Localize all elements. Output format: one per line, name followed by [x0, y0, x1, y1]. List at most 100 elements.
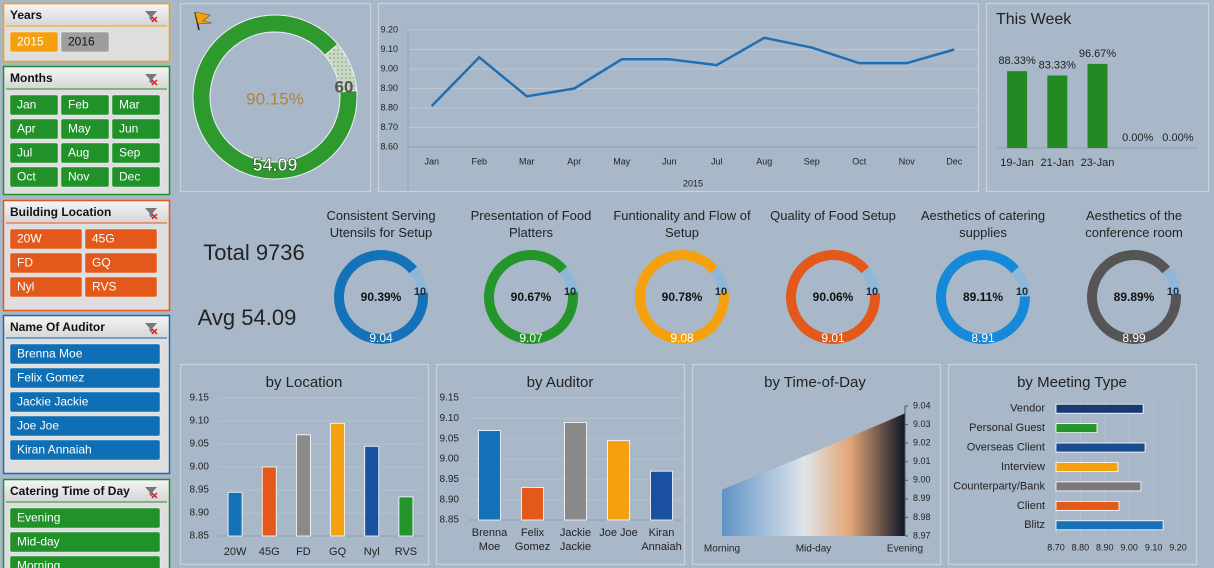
- x-tick-label: Joe Joe: [599, 527, 638, 539]
- slicer-item: Nov: [68, 170, 89, 184]
- data-label: 96.67%: [1079, 48, 1117, 60]
- y-tick-label: 8.95: [190, 485, 210, 496]
- donut-title-box: Funtionality and Flow of Setup: [613, 208, 750, 240]
- x-tick-label: FD: [296, 546, 311, 558]
- slicer-button[interactable]: [9, 391, 161, 413]
- x-tick-label: Morning: [704, 544, 740, 555]
- x-tick-label: Apr: [567, 156, 581, 166]
- bar: [1055, 462, 1119, 472]
- slicer-button[interactable]: [9, 228, 83, 250]
- x-tick-label: Mar: [519, 156, 535, 166]
- x-tick-label-box: Brenna Moe: [472, 527, 507, 553]
- filter-clear: [151, 79, 158, 86]
- x-tick-label: Jul: [711, 156, 723, 166]
- slicer-button[interactable]: [9, 276, 83, 298]
- y-tick-label: 8.90: [440, 494, 460, 505]
- donut-title: Aesthetics of the conference room: [1085, 208, 1183, 240]
- filter-icon[interactable]: [145, 11, 157, 21]
- slicer-button[interactable]: [9, 343, 161, 365]
- bar: [1055, 442, 1146, 453]
- slicer-button[interactable]: [9, 166, 59, 188]
- donut-remainder: [1162, 266, 1181, 295]
- y-tick-label: 8.90: [380, 83, 398, 93]
- filter-icon[interactable]: [145, 323, 157, 333]
- slicer-header: [4, 67, 169, 89]
- slicer-button[interactable]: [84, 252, 158, 274]
- y-tick-label: 9.10: [190, 416, 210, 427]
- donut-title: Quality of Food Setup: [770, 208, 896, 223]
- slicer-button[interactable]: [60, 166, 110, 188]
- filter-clear: [151, 328, 158, 335]
- slicer-item: Feb: [68, 98, 89, 112]
- bar: [1007, 71, 1028, 148]
- slicer-item: Jan: [17, 98, 36, 112]
- donut-title: Aesthetics of catering supplies: [920, 208, 1046, 240]
- bar: [1055, 500, 1120, 511]
- slicer-button[interactable]: [9, 367, 161, 389]
- y-tick-label: Overseas Client: [967, 441, 1045, 453]
- y-tick-label: 9.05: [440, 433, 460, 444]
- x-tick-label: 9.10: [1145, 542, 1163, 552]
- slicer-button[interactable]: [111, 142, 161, 164]
- donut-value-label: 54.09: [252, 155, 297, 175]
- data-label: 0.00%: [1162, 132, 1193, 144]
- slicer-button[interactable]: [60, 118, 110, 140]
- y-tick-label: 9.05: [190, 439, 210, 450]
- donut-title: Consistent Serving Utensils for Setup: [326, 208, 436, 240]
- data-label: 88.33%: [998, 55, 1036, 67]
- slicer-button[interactable]: [111, 166, 161, 188]
- y-tick-label: 9.10: [380, 44, 398, 54]
- chart-title: by Meeting Type: [1017, 374, 1127, 391]
- slicer-item: RVS: [92, 280, 116, 294]
- donut-value-label: 9.04: [369, 331, 393, 345]
- y-tick-label: 9.04: [913, 400, 931, 410]
- y-tick-label: Personal Guest: [969, 422, 1045, 434]
- slicer-button[interactable]: [9, 415, 161, 437]
- donut-value-label: 9.07: [519, 331, 543, 345]
- donut-value-label: 8.91: [971, 331, 995, 345]
- slicer-button[interactable]: [111, 94, 161, 116]
- x-tick-label: Mid-day: [796, 544, 832, 555]
- filter-icon[interactable]: [145, 74, 157, 84]
- slicer-button[interactable]: [60, 142, 110, 164]
- x-tick-label: GQ: [329, 546, 347, 558]
- filter-icon[interactable]: [145, 487, 157, 497]
- y-tick-label: 8.70: [380, 122, 398, 132]
- slicer-button[interactable]: [9, 31, 59, 53]
- slicer-button[interactable]: [111, 118, 161, 140]
- slicer-item: GQ: [92, 256, 111, 270]
- chart-title: by Time-of-Day: [764, 374, 866, 391]
- slicer-item: Nyl: [17, 280, 34, 294]
- x-tick-label: Feb: [471, 156, 487, 166]
- slicer-button[interactable]: [60, 94, 110, 116]
- y-tick-label: 9.10: [440, 413, 460, 424]
- slicer-button[interactable]: [9, 252, 83, 274]
- slicer-button[interactable]: [84, 228, 158, 250]
- slicer-button[interactable]: [9, 118, 59, 140]
- y-tick-label: 9.15: [190, 393, 210, 404]
- slicer-button[interactable]: [9, 439, 161, 461]
- donut-max-label: 60: [335, 77, 354, 96]
- x-tick-label: Felix Gomez: [514, 527, 551, 553]
- donut-max-label: 10: [866, 286, 878, 298]
- slicer-button[interactable]: [9, 531, 161, 553]
- slicer-title: Catering Time of Day: [10, 484, 130, 498]
- slicer-button[interactable]: [84, 276, 158, 298]
- donut-remainder: [409, 266, 428, 294]
- slicer-button[interactable]: [9, 142, 59, 164]
- donut-max-label: 10: [1167, 286, 1179, 298]
- slicer-button[interactable]: [9, 94, 59, 116]
- x-tick-label: May: [613, 156, 631, 166]
- x-tick-label: Aug: [756, 156, 772, 166]
- bar: [564, 421, 587, 521]
- slicer-button[interactable]: [9, 555, 161, 568]
- donut-center-label: 89.11%: [963, 290, 1003, 304]
- slicer-button[interactable]: [60, 31, 110, 53]
- slicer-button[interactable]: [9, 507, 161, 529]
- x-tick-label: Oct: [852, 156, 867, 166]
- slicer-item: Dec: [119, 170, 140, 184]
- filter-icon[interactable]: [145, 208, 157, 218]
- donut-remainder: [1011, 266, 1030, 297]
- x-tick-label: Jan: [424, 156, 439, 166]
- slicer-item: 20W: [17, 232, 42, 246]
